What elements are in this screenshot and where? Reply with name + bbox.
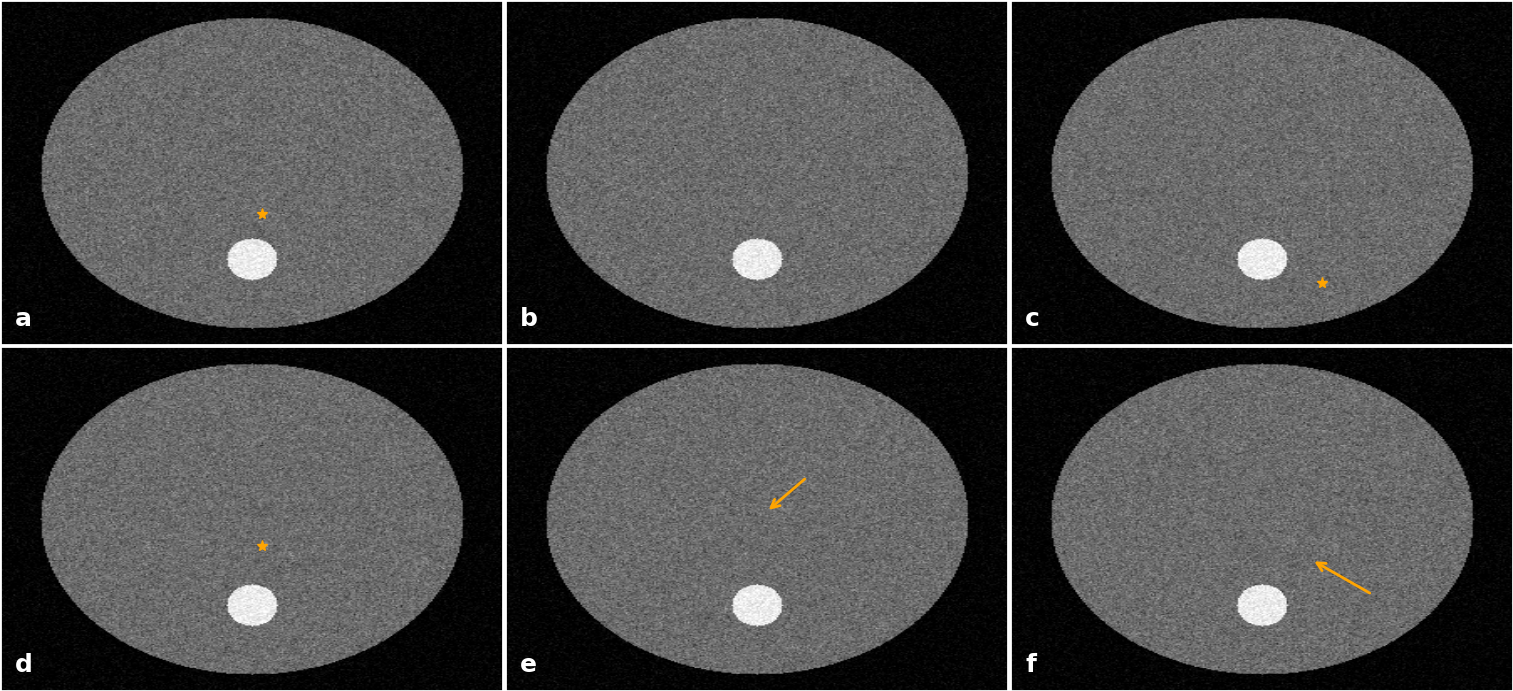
Text: e: e xyxy=(520,653,537,677)
Text: f: f xyxy=(1026,653,1036,677)
Text: b: b xyxy=(520,307,539,331)
Text: a: a xyxy=(15,307,32,331)
Text: d: d xyxy=(15,653,33,677)
Text: c: c xyxy=(1026,307,1039,331)
